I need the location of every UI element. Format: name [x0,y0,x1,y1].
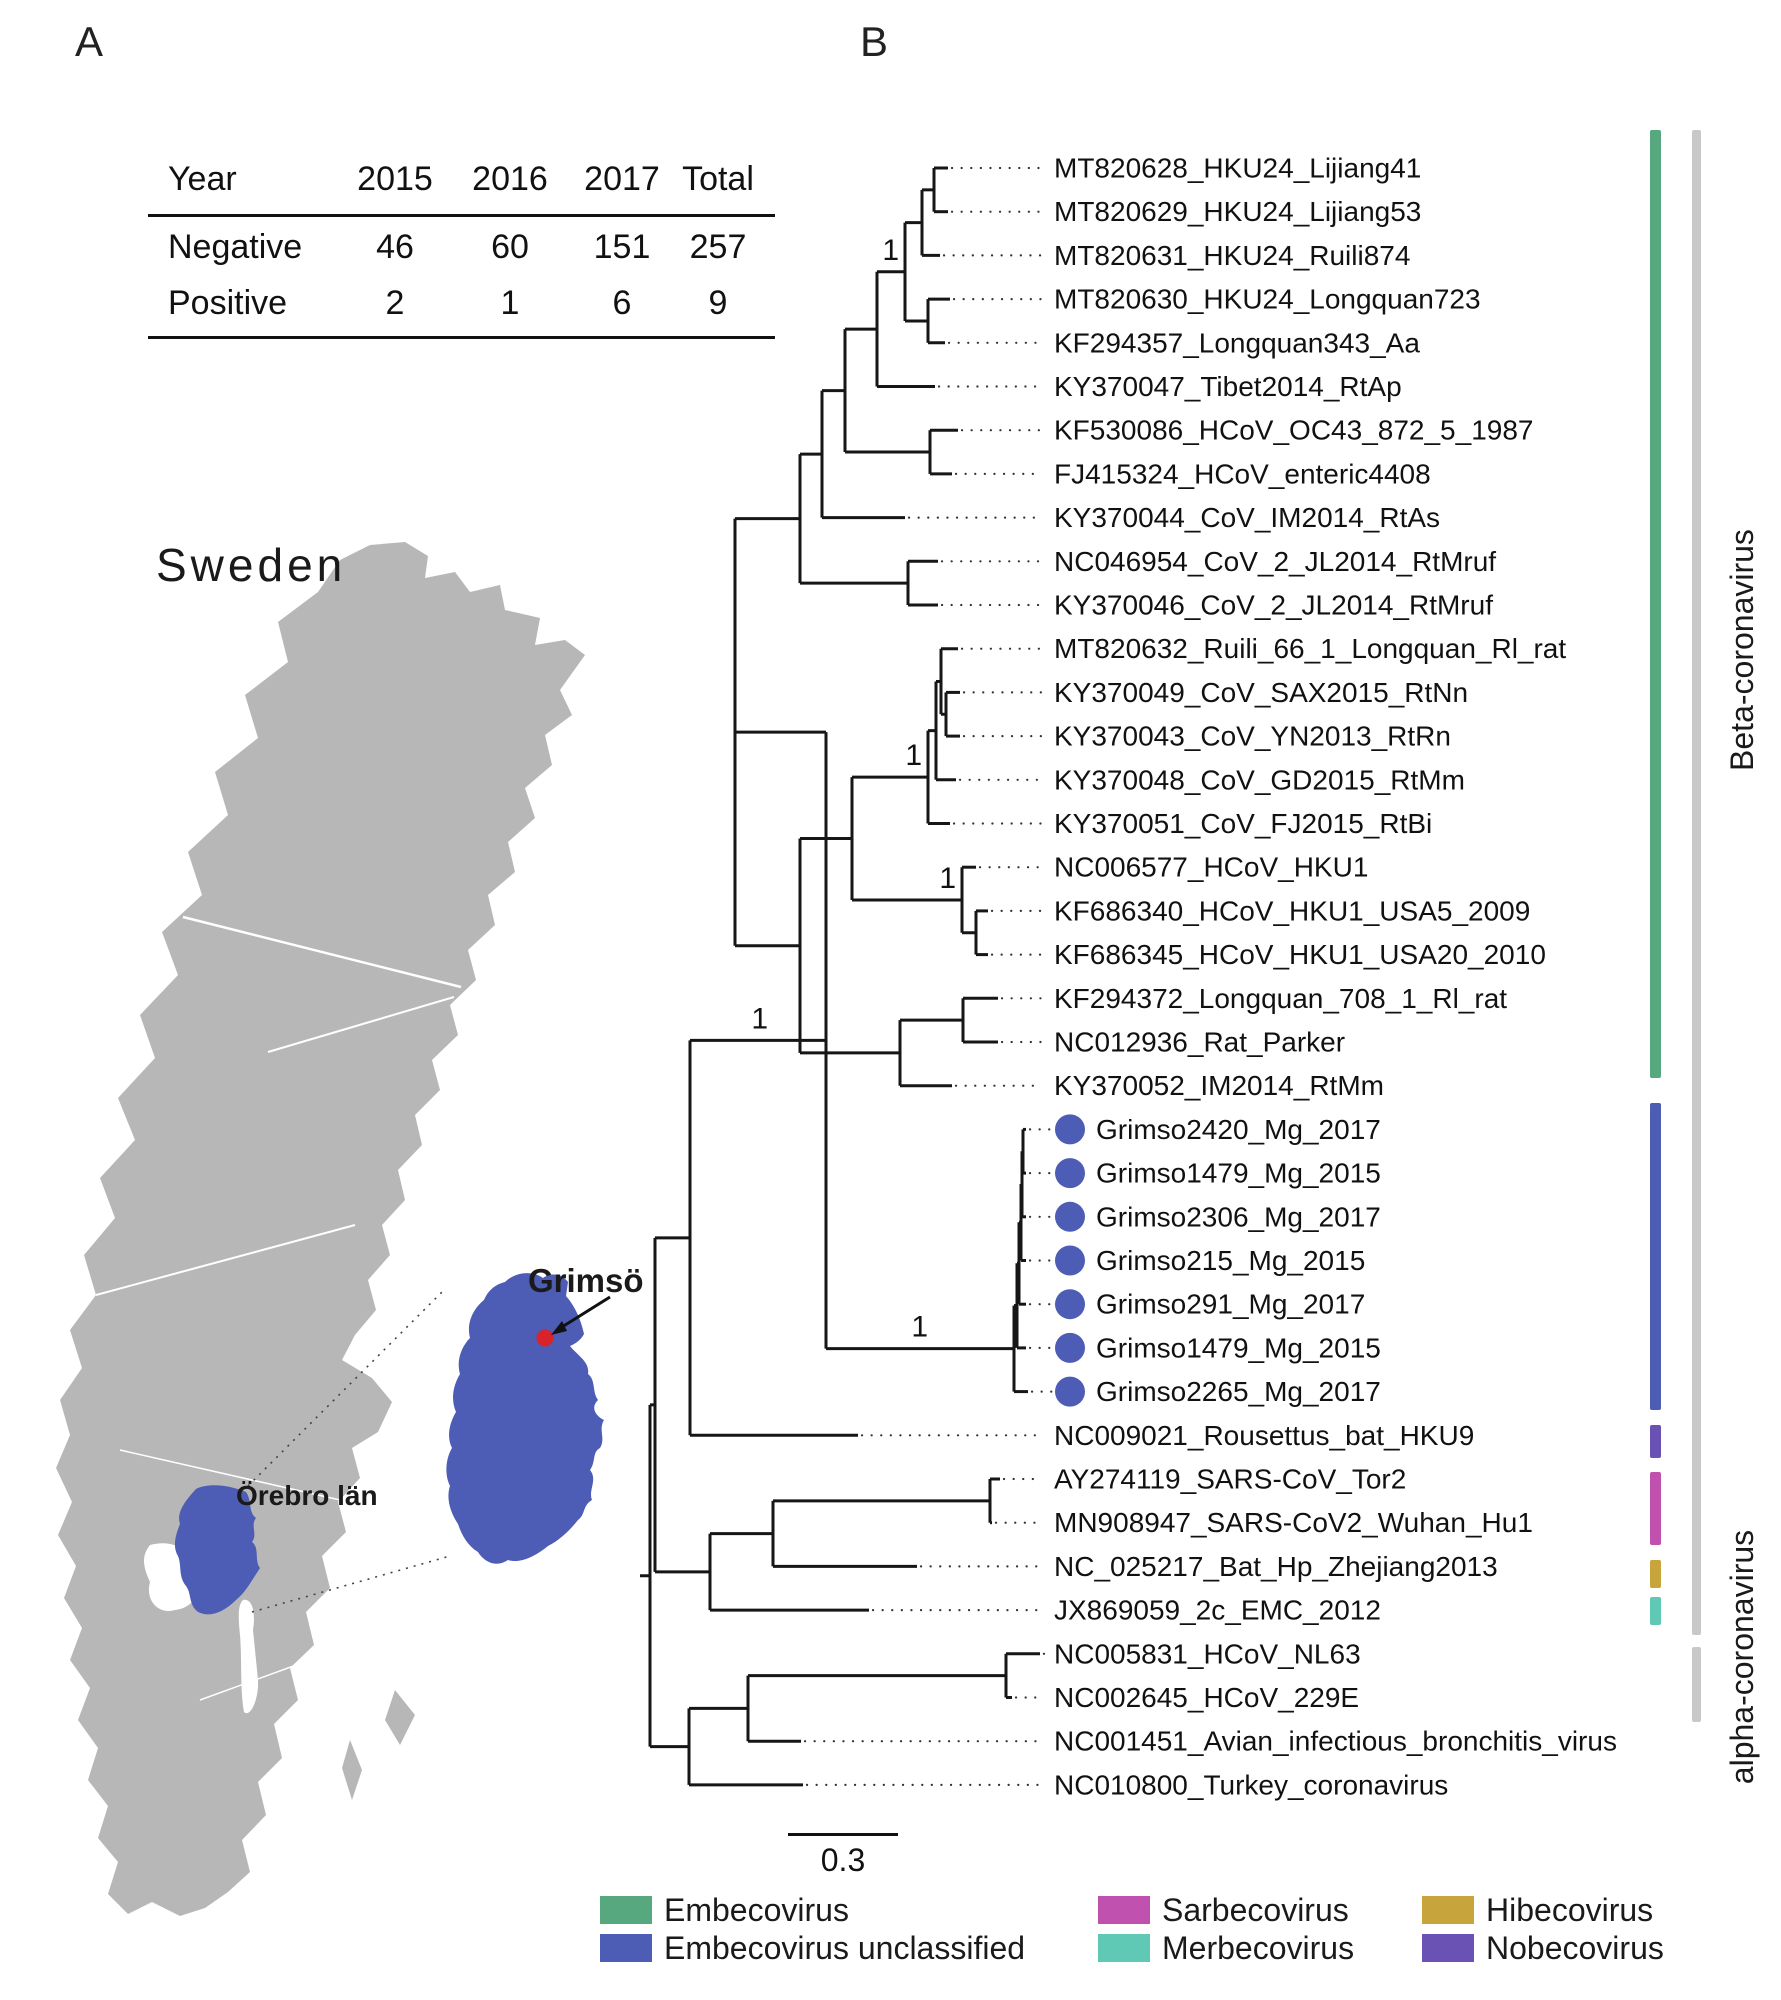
taxon-label: NC006577_HCoV_HKU1 [1054,852,1368,883]
county-border-line [119,1449,341,1701]
node-support-value: 1 [751,1002,768,1035]
taxon-label: NC005831_HCoV_NL63 [1054,1638,1361,1669]
taxon-label: NC002645_HCoV_229E [1054,1682,1359,1713]
node-support-value: 1 [905,739,922,772]
legend-label: Merbecovirus [1162,1930,1355,1966]
taxon-label: KF686340_HCoV_HKU1_USA5_2009 [1054,895,1530,926]
taxon-label: MT820631_HKU24_Ruili874 [1054,240,1410,271]
grimso-taxon-marker [1055,1245,1085,1276]
taxon-label: NC046954_CoV_2_JL2014_RtMruf [1054,546,1496,577]
grimso-taxon-marker [1055,1289,1085,1320]
orebro-region-small [174,1485,260,1615]
map-region-label: Örebro län [236,1480,378,1511]
legend-swatch-nobecovirus [1422,1934,1474,1962]
map-country-label: Sweden [156,539,347,591]
taxon-label: KF686345_HCoV_HKU1_USA20_2010 [1054,939,1546,970]
taxon-label: KY370048_CoV_GD2015_RtMm [1054,764,1465,795]
clade-bar-sarbecovirus [1650,1472,1661,1545]
group-bar [1692,130,1701,1635]
island-oland [342,1740,362,1800]
grimso-arrow [561,1295,611,1329]
taxon-label: KF294357_Longquan343_Aa [1054,327,1420,358]
scale-bar [788,1833,898,1836]
taxon-label: NC001451_Avian_infectious_bronchitis_vir… [1054,1726,1617,1757]
legend-label: Nobecovirus [1486,1930,1664,1966]
node-support-value: 1 [882,234,899,267]
grimso-site-dot [536,1329,554,1347]
grimso-taxon-marker [1055,1158,1085,1189]
legend-swatch-hibecovirus [1422,1896,1474,1924]
taxon-label: NC_025217_Bat_Hp_Zhejiang2013 [1054,1551,1498,1582]
county-border-line [267,996,455,1053]
taxon-label: KY370044_CoV_IM2014_RtAs [1054,502,1440,533]
taxon-label: KY370047_Tibet2014_RtAp [1054,371,1402,402]
taxon-label: Grimso1479_Mg_2015 [1096,1158,1381,1189]
taxon-label: MT820630_HKU24_Longquan723 [1054,284,1481,315]
clade-bar-embecovirus [1650,130,1661,1078]
legend-label: Embecovirus unclassified [664,1930,1026,1966]
panel-a-label: A [75,18,104,65]
scale-bar-label: 0.3 [820,1842,866,1878]
taxon-label: NC009021_Rousettus_bat_HKU9 [1054,1420,1474,1451]
map-site-label: Grimsö [528,1262,644,1299]
taxon-label: Grimso2306_Mg_2017 [1096,1201,1381,1232]
taxon-label: KY370052_IM2014_RtMm [1054,1070,1384,1101]
taxon-label: NC012936_Rat_Parker [1054,1027,1345,1058]
orebro-region-inset [446,1273,604,1564]
taxon-label: KY370051_CoV_FJ2015_RtBi [1054,808,1432,839]
node-support-value: 1 [939,862,956,895]
taxon-label: Grimso1479_Mg_2015 [1096,1332,1381,1363]
panel-b-label: B [860,18,889,65]
taxon-label: AY274119_SARS-CoV_Tor2 [1054,1464,1406,1495]
taxon-label: MT820628_HKU24_Lijiang41 [1054,153,1421,184]
taxon-label: KY370049_CoV_SAX2015_RtNn [1054,677,1468,708]
alpha-coronavirus-label: alpha-coronavirus [1724,1529,1760,1785]
legend-label: Embecovirus [664,1892,849,1928]
taxon-label: NC010800_Turkey_coronavirus [1054,1769,1448,1800]
legend-swatch-merbecovirus [1098,1934,1150,1962]
taxon-label: KY370046_CoV_2_JL2014_RtMruf [1054,590,1493,621]
legend-label: Sarbecovirus [1162,1892,1349,1928]
legend-swatch-sarbecovirus [1098,1896,1150,1924]
taxon-label: Grimso291_Mg_2017 [1096,1289,1365,1320]
grimso-taxon-marker [1055,1376,1085,1407]
taxon-label: JX869059_2c_EMC_2012 [1054,1595,1381,1626]
taxon-label: FJ415324_HCoV_enteric4408 [1054,458,1431,489]
clade-bar-embecovirus-unclassified [1650,1103,1661,1410]
taxon-label: KF530086_HCoV_OC43_872_5_1987 [1054,415,1534,446]
island-gotland [385,1690,415,1745]
taxon-label: MT820632_Ruili_66_1_Longquan_Rl_rat [1054,633,1566,664]
legend-swatch-embecovirus-unclassified [600,1934,652,1962]
grimso-taxon-marker [1055,1114,1085,1145]
legend-swatch-embecovirus [600,1896,652,1924]
grimso-arrowhead [551,1321,567,1335]
taxon-label: KY370043_CoV_YN2013_RtRn [1054,721,1451,752]
grimso-taxon-marker [1055,1332,1085,1363]
group-bar [1692,1647,1701,1722]
county-border-line [95,1224,356,1296]
node-support-value: 1 [911,1311,928,1344]
taxon-label: Grimso2420_Mg_2017 [1096,1114,1381,1145]
taxon-label: Grimso2265_Mg_2017 [1096,1376,1381,1407]
taxon-label: KF294372_Longquan_708_1_Rl_rat [1054,983,1507,1014]
taxon-label: MT820629_HKU24_Lijiang53 [1054,196,1421,227]
county-border-line [182,915,462,989]
taxon-label: Grimso215_Mg_2015 [1096,1245,1365,1276]
taxon-label: MN908947_SARS-CoV2_Wuhan_Hu1 [1054,1507,1533,1538]
beta-coronavirus-label: Beta-coronavirus [1724,529,1760,771]
grimso-taxon-marker [1055,1201,1085,1232]
inset-connector-line [247,1287,447,1487]
clade-bar-hibecovirus [1650,1560,1661,1588]
clade-bar-merbecovirus [1650,1597,1661,1625]
clade-bar-nobecovirus [1650,1425,1661,1458]
legend-label: Hibecovirus [1486,1892,1654,1928]
